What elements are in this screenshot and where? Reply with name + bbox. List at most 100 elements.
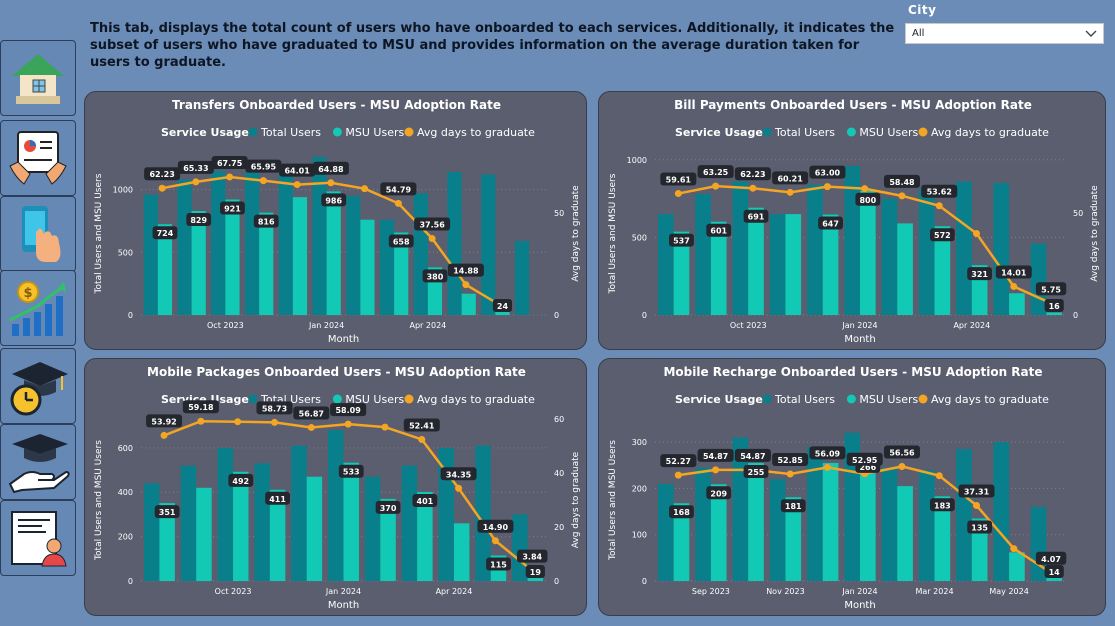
msu-data-label-bg xyxy=(321,193,347,207)
y-axis-title: Total Users and MSU Users xyxy=(608,173,618,294)
avg-data-label-bg xyxy=(809,446,846,460)
avg-data-label-bg xyxy=(440,467,477,481)
msu-data-label: 724 xyxy=(157,229,174,238)
msu-data-label-bg xyxy=(967,267,993,281)
avg-data-label-bg xyxy=(809,165,846,179)
legend-marker-2 xyxy=(918,127,928,137)
avg-data-label-bg xyxy=(660,454,697,468)
avg-data-label-bg xyxy=(1035,551,1067,565)
avg-data-label-bg xyxy=(883,445,920,459)
msu-data-label-bg xyxy=(780,499,806,513)
msu-data-label-bg xyxy=(265,491,290,505)
bar-msu-users xyxy=(233,471,249,581)
msu-data-label: 16 xyxy=(1049,302,1061,311)
bar-total-users xyxy=(514,241,530,315)
bar-msu-users xyxy=(292,197,308,315)
avg-data-label-bg xyxy=(414,217,451,231)
bar-total-users xyxy=(475,445,491,581)
avg-days-point xyxy=(307,423,315,431)
y-tick-label: 0 xyxy=(642,311,647,320)
nav-mobile-button[interactable] xyxy=(0,196,76,272)
bar-total-users xyxy=(993,183,1010,315)
avg-data-label: 54.87 xyxy=(740,452,765,461)
y-tick-label: 1000 xyxy=(627,156,647,165)
y2-tick-label: 60 xyxy=(554,415,564,424)
avg-data-label-bg xyxy=(245,159,282,173)
x-tick-label: Apr 2024 xyxy=(953,321,990,330)
avg-data-label: 4.07 xyxy=(1041,555,1061,564)
nav-home-button[interactable] xyxy=(0,40,76,116)
legend-label-0: Total Users xyxy=(774,393,835,406)
growth-chart-icon: $ xyxy=(9,281,66,336)
avg-days-point xyxy=(861,185,869,193)
chevron-down-icon xyxy=(1085,30,1097,37)
bar-total-users xyxy=(447,172,462,315)
avg-data-label: 53.92 xyxy=(151,417,176,426)
x-tick-label: Oct 2023 xyxy=(730,321,767,330)
avg-data-label-bg xyxy=(697,165,734,179)
y-tick-label: 0 xyxy=(128,577,133,586)
avg-data-label-bg xyxy=(312,161,349,175)
avg-data-label-bg xyxy=(293,406,330,420)
bar-msu-users xyxy=(225,199,240,315)
avg-data-label-bg xyxy=(146,414,183,428)
msu-data-label-bg xyxy=(929,498,955,512)
chart-panel-bill-payments: Bill Payments Onboarded Users - MSU Adop… xyxy=(598,91,1106,350)
bar-msu-users xyxy=(1009,293,1025,315)
y-tick-label: 1000 xyxy=(113,186,133,195)
graduation-clock-icon xyxy=(10,362,68,416)
x-tick-label: Jan 2024 xyxy=(308,321,344,330)
bar-total-users xyxy=(918,469,935,581)
avg-data-label: 14.01 xyxy=(1001,268,1027,277)
nav-graduation-support-button[interactable] xyxy=(0,424,76,500)
avg-days-point xyxy=(259,177,267,185)
avg-days-point xyxy=(823,183,831,191)
bar-total-users xyxy=(956,449,972,581)
bar-msu-users xyxy=(748,462,764,581)
msu-data-label: 533 xyxy=(343,468,360,477)
city-filter-select[interactable]: All xyxy=(905,23,1104,44)
nav-graduation-time-button[interactable] xyxy=(0,348,76,424)
msu-data-label: 572 xyxy=(934,231,951,240)
avg-data-label: 52.27 xyxy=(666,457,691,466)
avg-days-point xyxy=(749,184,757,192)
bar-total-users xyxy=(481,174,496,315)
bar-msu-users xyxy=(897,223,913,315)
msu-data-label: 800 xyxy=(859,196,876,205)
legend-label-1: MSU Users xyxy=(859,126,918,139)
y-tick-label: 0 xyxy=(128,311,133,320)
msu-data-label: 24 xyxy=(497,302,509,311)
chart-legend: Service Usage Total Users MSU Users Avg day… xyxy=(161,126,535,139)
avg-days-point xyxy=(462,281,470,289)
legend-title: Service Usage xyxy=(675,126,763,139)
bar-total-users xyxy=(278,170,293,315)
y-tick-label: 100 xyxy=(632,531,647,540)
avg-data-label-bg xyxy=(211,155,248,169)
bar-msu-users xyxy=(461,293,476,315)
avg-days-point xyxy=(712,182,720,190)
msu-data-label: 816 xyxy=(258,218,275,227)
bar-total-users xyxy=(177,179,192,315)
avg-data-label-bg xyxy=(697,448,734,462)
bar-msu-users xyxy=(495,311,510,315)
bar-msu-users xyxy=(860,190,876,315)
msu-data-label: 658 xyxy=(393,237,410,246)
avg-days-point xyxy=(1010,545,1018,553)
nav-certificate-button[interactable] xyxy=(0,500,76,576)
msu-data-label-bg xyxy=(388,234,414,248)
avg-days-point xyxy=(293,181,301,189)
avg-data-label: 59.61 xyxy=(666,176,692,185)
bar-total-users xyxy=(379,219,395,315)
nav-growth-button[interactable]: $ xyxy=(0,270,76,346)
msu-data-label: 537 xyxy=(673,237,690,246)
avg-days-point xyxy=(192,178,200,186)
bar-msu-users xyxy=(196,487,212,581)
nav-dashboard-button[interactable] xyxy=(0,120,76,196)
legend-marker-2 xyxy=(404,394,414,404)
legend-title: Service Usage xyxy=(161,126,249,139)
avg-days-point xyxy=(823,463,831,471)
x-axis-title: Month xyxy=(844,334,875,345)
avg-data-label: 14.88 xyxy=(453,267,479,276)
msu-data-label: 647 xyxy=(822,220,839,229)
y2-axis-title: Avg days to graduate xyxy=(571,451,581,548)
